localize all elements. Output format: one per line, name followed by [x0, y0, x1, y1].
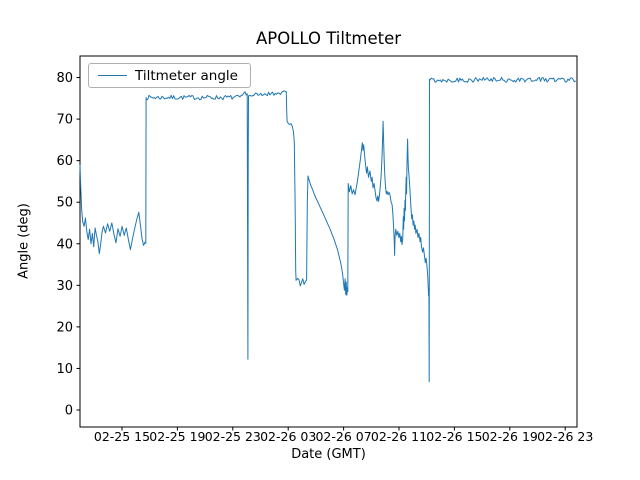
y-tick-label: 70 [56, 113, 73, 128]
y-tick-label: 20 [56, 320, 73, 335]
legend: Tiltmeter angle [88, 63, 251, 88]
x-tick-label: 02-26 11 [371, 429, 427, 444]
x-tick-label: 02-25 19 [149, 429, 205, 444]
x-tick-label: 02-25 15 [94, 429, 150, 444]
x-tick-label: 02-26 19 [482, 429, 538, 444]
y-tick-label: 30 [56, 279, 73, 294]
x-tick-label: 02-26 23 [537, 429, 593, 444]
y-tick-label: 40 [56, 237, 73, 252]
y-tick-label: 0 [65, 404, 73, 419]
x-axis-title: Date (GMT) [291, 447, 366, 462]
plot-frame [79, 55, 578, 428]
x-tick-label: 02-25 23 [205, 429, 261, 444]
legend-line-sample-icon [98, 75, 127, 76]
legend-label: Tiltmeter angle [135, 67, 238, 84]
y-tick-label: 50 [56, 196, 73, 211]
y-tick-label: 60 [56, 154, 73, 169]
y-tick-label: 80 [56, 71, 73, 86]
x-tick-label: 02-26 15 [426, 429, 482, 444]
chart-title: APOLLO Tiltmeter [255, 29, 402, 48]
x-tick-label: 02-26 03 [260, 429, 316, 444]
y-tick-label: 10 [56, 362, 73, 377]
tiltmeter-angle-line [79, 76, 576, 383]
y-axis-title: Angle (deg) [16, 203, 32, 279]
x-tick-label: 02-26 07 [315, 429, 371, 444]
